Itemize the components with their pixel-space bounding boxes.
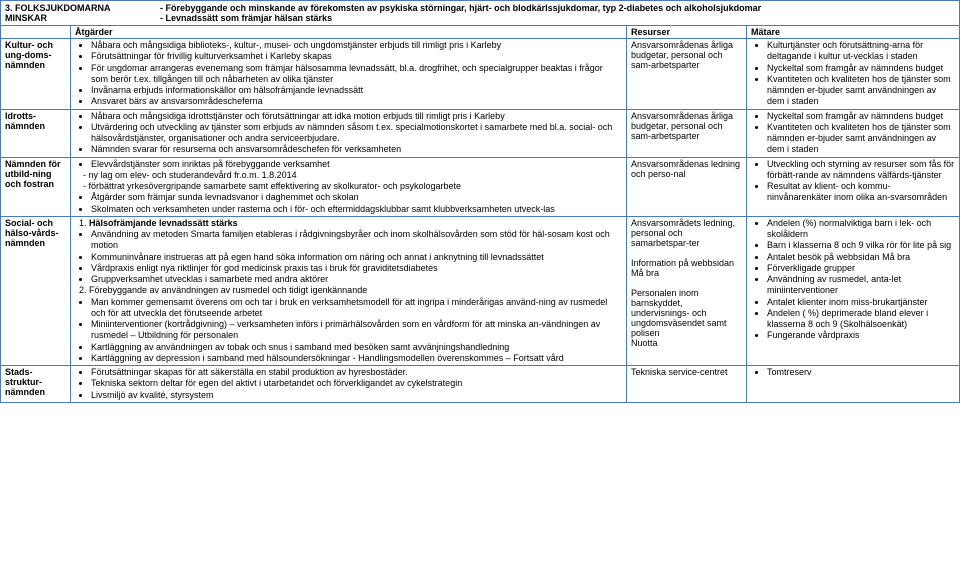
action-item: Nåbara och mångsidiga idrottstjänster oc…	[91, 111, 622, 122]
action-numbered: 1. Hälsofrämjande levnadssätt stärks	[75, 218, 622, 229]
table-row: Social- och hälso-vårds-nämnden1. Hälsof…	[1, 217, 959, 366]
metrics-cell: Nyckeltal som framgår av nämndens budget…	[747, 110, 959, 157]
metrics-cell: Andelen (%) normalviktiga barn i lek- oc…	[747, 217, 959, 365]
metrics-cell: Utveckling och styrning av resurser som …	[747, 158, 959, 216]
action-item: Livsmiljö av kvalité, styrsystem	[91, 390, 622, 401]
action-numbered: 2. Förebyggande av användningen av rusme…	[75, 285, 622, 296]
table-row: Idrotts-nämnden Nåbara och mångsidiga idr…	[1, 110, 959, 158]
metric-item: Resultat av klient- och kommu-ninvånaren…	[767, 181, 955, 204]
committee-name: Stads-struktur-nämnden	[1, 366, 71, 402]
committee-name: Nämnden för utbild-ning och fostran	[1, 158, 71, 216]
resources-cell: Ansvarsområdenas årliga budgetar, person…	[627, 110, 747, 157]
table-row: Kultur- och ung-doms-nämnden Nåbara och m…	[1, 39, 959, 110]
action-item: Man kommer gemensamt överens om och tar …	[91, 297, 622, 320]
resources-cell: Ansvarsområdenas ledning och perso-nal	[627, 158, 747, 216]
header-metrics: Mätare	[747, 26, 959, 38]
action-item: Gruppverksamhet utvecklas i samarbete me…	[91, 274, 622, 285]
metric-item: Tomtreserv	[767, 367, 955, 378]
action-item: Miniinterventioner (kortrådgivning) – ve…	[91, 319, 622, 342]
column-headers: Åtgärder Resurser Mätare	[1, 26, 959, 39]
rows-container: Kultur- och ung-doms-nämnden Nåbara och m…	[1, 39, 959, 402]
metric-item: Nyckeltal som framgår av nämndens budget	[767, 63, 955, 74]
committee-name: Idrotts-nämnden	[1, 110, 71, 157]
header-resources: Resurser	[627, 26, 747, 38]
metric-item: Andelen (%) normalviktiga barn i lek- oc…	[767, 218, 955, 241]
action-item: Vårdpraxis enligt nya riktlinjer för god…	[91, 263, 622, 274]
action-item: Förutsättningar skapas för att säkerstäl…	[91, 367, 622, 378]
resources-cell: Ansvarsområdets ledning, personal och sa…	[627, 217, 747, 365]
action-item: Nåbara och mångsidiga biblioteks-, kultu…	[91, 40, 622, 51]
actions-cell: Nåbara och mångsidiga idrottstjänster oc…	[71, 110, 627, 157]
action-item: Skolmaten och verksamheten under rastern…	[91, 204, 622, 215]
action-item: För ungdomar arrangeras evenemang som fr…	[91, 63, 622, 86]
committee-name: Kultur- och ung-doms-nämnden	[1, 39, 71, 109]
title-row: 3. FOLKSJUKDOMARNA MINSKAR - Förebyggand…	[1, 1, 959, 26]
committee-name: Social- och hälso-vårds-nämnden	[1, 217, 71, 365]
action-item: Kartläggning av användningen av tobak oc…	[91, 342, 622, 353]
action-item: Förutsättningar för frivillig kulturverk…	[91, 51, 622, 62]
action-item: Användning av metoden Smarta familjen et…	[91, 229, 622, 252]
metrics-cell: Tomtreserv	[747, 366, 959, 402]
actions-cell: Elevvårdstjänster som inriktas på föreby…	[71, 158, 627, 216]
header-committee	[1, 26, 71, 38]
metric-item: Användning av rusmedel, anta-let miniint…	[767, 274, 955, 297]
metric-item: Nyckeltal som framgår av nämndens budget	[767, 111, 955, 122]
action-item: Tekniska sektorn deltar för egen del akt…	[91, 378, 622, 389]
metric-item: Andelen ( %) deprimerade bland elever i …	[767, 308, 955, 331]
action-item: Elevvårdstjänster som inriktas på föreby…	[91, 159, 622, 170]
action-sub-item: förbättrat yrkesövergripande samarbete s…	[95, 181, 622, 192]
action-item: Åtgärder som främjar sunda levnadsvanor …	[91, 192, 622, 203]
title-description: - Förebyggande och minskande av förekoms…	[156, 1, 959, 25]
action-item: Ansvaret bärs av ansvarsområdescheferna	[91, 96, 622, 107]
action-item: Kommuninvånare instrueras att på egen ha…	[91, 252, 622, 263]
actions-cell: Nåbara och mångsidiga biblioteks-, kultu…	[71, 39, 627, 109]
table-row: Stads-struktur-nämnden Förutsättningar sk…	[1, 366, 959, 402]
metric-item: Kvantiteten och kvaliteten hos de tjänst…	[767, 122, 955, 156]
header-actions: Åtgärder	[71, 26, 627, 38]
action-item: Nämnden svarar för resurserna och ansvar…	[91, 144, 622, 155]
metric-item: Förverkligade grupper	[767, 263, 955, 274]
action-item: Utvärdering och utveckling av tjänster s…	[91, 122, 622, 145]
action-item: Invånarna erbjuds informationskällor om …	[91, 85, 622, 96]
metric-item: Kvantiteten och kvaliteten hos de tjänst…	[767, 74, 955, 108]
resources-cell: Tekniska service-centret	[627, 366, 747, 402]
title-number: 3. FOLKSJUKDOMARNA MINSKAR	[1, 1, 156, 25]
metric-item: Antalet klienter inom miss-brukartjänste…	[767, 297, 955, 308]
metric-item: Utveckling och styrning av resurser som …	[767, 159, 955, 182]
action-sub-item: ny lag om elev- och studerandevård fr.o.…	[95, 170, 622, 181]
table-row: Nämnden för utbild-ning och fostran Elevv…	[1, 158, 959, 217]
metric-item: Barn i klasserna 8 och 9 vilka rör för l…	[767, 240, 955, 251]
action-item: Kartläggning av depression i samband med…	[91, 353, 622, 364]
metric-item: Antalet besök på webbsidan Må bra	[767, 252, 955, 263]
resources-cell: Ansvarsområdenas årliga budgetar, person…	[627, 39, 747, 109]
actions-cell: Förutsättningar skapas för att säkerstäl…	[71, 366, 627, 402]
document-table: 3. FOLKSJUKDOMARNA MINSKAR - Förebyggand…	[0, 0, 960, 403]
metrics-cell: Kulturtjänster och förutsättning-arna fö…	[747, 39, 959, 109]
metric-item: Fungerande vårdpraxis	[767, 330, 955, 341]
metric-item: Kulturtjänster och förutsättning-arna fö…	[767, 40, 955, 63]
actions-cell: 1. Hälsofrämjande levnadssätt stärksAnvä…	[71, 217, 627, 365]
